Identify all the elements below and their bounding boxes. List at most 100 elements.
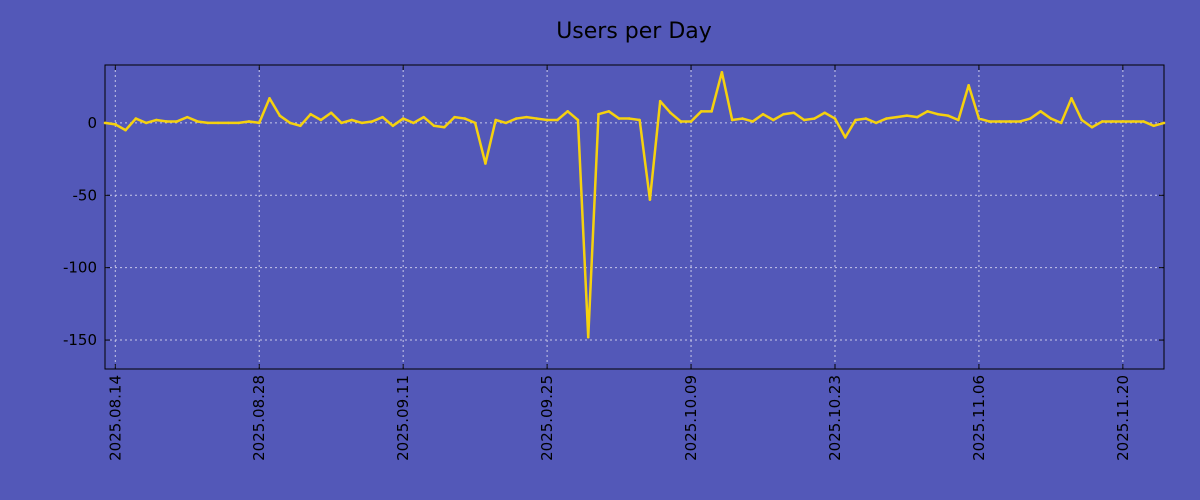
data-point [1131, 120, 1135, 123]
data-point [247, 120, 251, 123]
x-tick-label: 2025.09.11 [394, 375, 412, 461]
data-point [453, 115, 456, 119]
data-point [782, 112, 785, 116]
data-point [586, 335, 590, 339]
x-tick-label: 2025.10.23 [826, 375, 844, 461]
data-point [155, 118, 158, 122]
data-point [1080, 118, 1084, 122]
data-point [216, 121, 220, 125]
data-point [730, 118, 734, 122]
data-point [905, 114, 909, 117]
data-point [299, 124, 302, 128]
data-point [802, 118, 806, 122]
data-point [638, 118, 641, 122]
data-point [864, 117, 868, 120]
data-point [391, 124, 395, 128]
data-point [103, 121, 107, 125]
data-point [823, 111, 827, 115]
data-point [710, 110, 713, 113]
data-point [689, 120, 693, 123]
data-point [658, 99, 662, 103]
data-point [422, 115, 426, 119]
data-point [1018, 120, 1022, 123]
chart-title: Users per Day [556, 19, 712, 44]
data-point [915, 115, 919, 119]
data-point [761, 112, 765, 116]
data-point [566, 110, 569, 113]
data-point [751, 120, 755, 123]
series-line [104, 70, 1165, 339]
data-point [556, 118, 559, 122]
data-point [484, 162, 487, 165]
data-point [1121, 120, 1125, 123]
data-point [463, 117, 467, 120]
data-point [792, 111, 796, 115]
x-tick-label: 2025.10.09 [682, 375, 700, 461]
data-point [124, 128, 127, 132]
data-point [371, 120, 374, 123]
data-point [1049, 117, 1053, 120]
data-point [545, 118, 549, 122]
data-point [1142, 120, 1145, 123]
data-point [473, 121, 477, 125]
data-point [772, 118, 775, 122]
data-point [1111, 120, 1114, 123]
data-point [360, 121, 364, 125]
data-point [885, 117, 888, 120]
data-point [597, 112, 600, 116]
data-point [113, 123, 117, 126]
data-point [1152, 124, 1156, 128]
data-point [227, 121, 230, 125]
series-layer [103, 70, 1166, 339]
data-point [813, 117, 816, 120]
y-tick-label: -150 [63, 331, 97, 349]
data-point [967, 83, 970, 87]
data-point [1039, 110, 1042, 113]
data-point [257, 121, 261, 125]
data-point [412, 121, 415, 125]
data-point [1029, 117, 1032, 120]
axis-ticks [105, 65, 1164, 369]
x-tick-label: 2025.11.20 [1114, 375, 1132, 461]
data-point [628, 117, 631, 120]
y-tick-label: -50 [73, 186, 98, 204]
data-point [309, 112, 312, 116]
data-point [319, 118, 323, 122]
data-point [669, 111, 672, 115]
data-point [288, 121, 292, 125]
y-tick-label: 0 [87, 114, 97, 132]
data-point [874, 121, 878, 125]
x-tick-label: 2025.09.25 [538, 375, 556, 461]
data-point [144, 121, 148, 125]
data-point [185, 115, 189, 119]
data-point [854, 118, 857, 122]
data-point [278, 114, 282, 117]
tick-labels: 0 -50 -100 -150 2025.08.14 2025.08.28 2025.09.… [63, 114, 1132, 461]
data-point [494, 118, 497, 122]
data-point [525, 115, 528, 119]
data-point [535, 117, 539, 120]
data-point [977, 117, 981, 120]
data-point [268, 96, 271, 100]
data-point [514, 117, 518, 120]
data-point [617, 117, 621, 120]
data-point [833, 117, 837, 120]
data-point [329, 111, 333, 115]
data-point [1090, 125, 1094, 129]
x-tick-label: 2025.11.06 [970, 375, 988, 461]
data-point [895, 115, 898, 119]
data-point [720, 70, 724, 74]
x-tick-label: 2025.08.28 [250, 375, 268, 461]
data-point [1070, 96, 1073, 100]
data-point [998, 120, 1001, 123]
data-point [987, 120, 991, 123]
data-point [504, 121, 508, 125]
data-point [381, 115, 384, 119]
data-point [843, 136, 847, 139]
data-point [957, 118, 960, 122]
data-point [936, 112, 940, 116]
data-point [175, 120, 179, 123]
plot-area [104, 64, 1165, 370]
data-point [350, 118, 354, 122]
